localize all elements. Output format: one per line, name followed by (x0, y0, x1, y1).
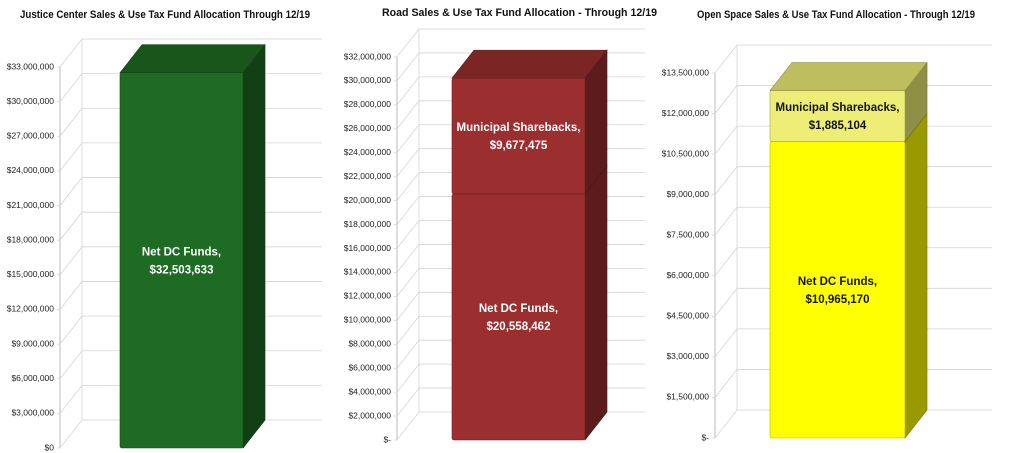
data-label-line: Net DC Funds, (479, 303, 558, 315)
data-label-line: Net DC Funds, (142, 246, 221, 258)
y-tick-label: $30,000,000 (7, 96, 55, 106)
bar-top (451, 49, 608, 79)
y-tick-label: $2,000,000 (348, 410, 391, 420)
y-tick-label: $33,000,000 (7, 61, 55, 71)
y-tick-label: $7,500,000 (666, 229, 709, 239)
y-tick-label: $4,500,000 (666, 311, 709, 321)
y-tick-label: $12,000,000 (662, 108, 710, 118)
y-tick-label: $18,000,000 (344, 219, 392, 229)
y-tick-label: $- (383, 434, 391, 444)
y-tick-label: $28,000,000 (344, 99, 392, 109)
y-tick-label: $12,000,000 (344, 291, 392, 301)
y-tick-label: $12,000,000 (7, 304, 55, 314)
data-label: Net DC Funds, $10,965,170 (798, 276, 877, 306)
chart-title: Road Sales & Use Tax Fund Allocation - T… (382, 7, 657, 19)
bar (769, 141, 906, 439)
data-label-line: $32,503,633 (150, 264, 214, 276)
y-tick-label: $18,000,000 (7, 234, 55, 244)
y-tick-label: $6,000,000 (11, 373, 54, 383)
bar-side (584, 165, 608, 441)
y-tick-label: $0 (45, 442, 55, 452)
y-tick-label: $10,500,000 (662, 148, 710, 158)
y-tick-label: $4,000,000 (348, 386, 391, 396)
y-tick-label: $10,000,000 (344, 315, 392, 325)
y-tick-label: $14,000,000 (344, 267, 392, 277)
data-label: Municipal Sharebacks, $9,677,475 (457, 122, 581, 152)
y-tick-label: $16,000,000 (344, 243, 392, 253)
y-tick-label: $9,000,000 (11, 338, 54, 348)
chart-title: Justice Center Sales & Use Tax Fund Allo… (20, 9, 310, 21)
y-tick-label: $- (701, 432, 709, 442)
data-label: Net DC Funds, $20,558,462 (479, 303, 558, 333)
y-tick-label: $6,000,000 (666, 270, 709, 280)
y-tick-label: $8,000,000 (348, 339, 391, 349)
data-label: Municipal Sharebacks, $1,885,104 (776, 102, 900, 132)
y-tick-label: $9,000,000 (666, 189, 709, 199)
y-tick-label: $3,000,000 (11, 408, 54, 418)
y-tick-label: $21,000,000 (7, 200, 55, 210)
bar (769, 90, 906, 142)
y-tick-label: $30,000,000 (344, 75, 392, 85)
y-tick-label: $1,500,000 (666, 392, 709, 402)
bar-side (242, 43, 266, 449)
y-tick-label: $27,000,000 (7, 131, 55, 141)
chart-title: Open Space Sales & Use Tax Fund Allocati… (697, 9, 975, 21)
data-label-line: $1,885,104 (809, 120, 867, 132)
y-tick-label: $13,500,000 (662, 67, 710, 77)
grid-line (57, 38, 322, 68)
data-label: Net DC Funds, $32,503,633 (142, 246, 221, 276)
data-label-line: Municipal Sharebacks, (776, 102, 900, 114)
y-tick-label: $22,000,000 (344, 171, 392, 181)
y-tick-label: $20,000,000 (344, 195, 392, 205)
data-label-line: Net DC Funds, (798, 276, 877, 288)
y-tick-label: $3,000,000 (666, 351, 709, 361)
data-label-line: Municipal Sharebacks, (457, 122, 581, 134)
grid-line (394, 28, 645, 58)
bar-top (119, 44, 266, 74)
y-tick-label: $6,000,000 (348, 362, 391, 372)
grid-line (712, 44, 992, 74)
bar (451, 77, 586, 195)
bar (451, 193, 586, 441)
bar (119, 72, 244, 449)
bar-top (769, 62, 928, 91)
bar-side (904, 112, 928, 439)
data-label-line: $9,677,475 (490, 140, 548, 152)
y-tick-label: $26,000,000 (344, 123, 392, 133)
y-tick-label: $32,000,000 (344, 51, 392, 61)
y-tick-label: $24,000,000 (7, 165, 55, 175)
y-tick-label: $24,000,000 (344, 147, 392, 157)
data-label-line: $20,558,462 (487, 321, 551, 333)
y-tick-label: $15,000,000 (7, 269, 55, 279)
data-label-line: $10,965,170 (806, 294, 870, 306)
